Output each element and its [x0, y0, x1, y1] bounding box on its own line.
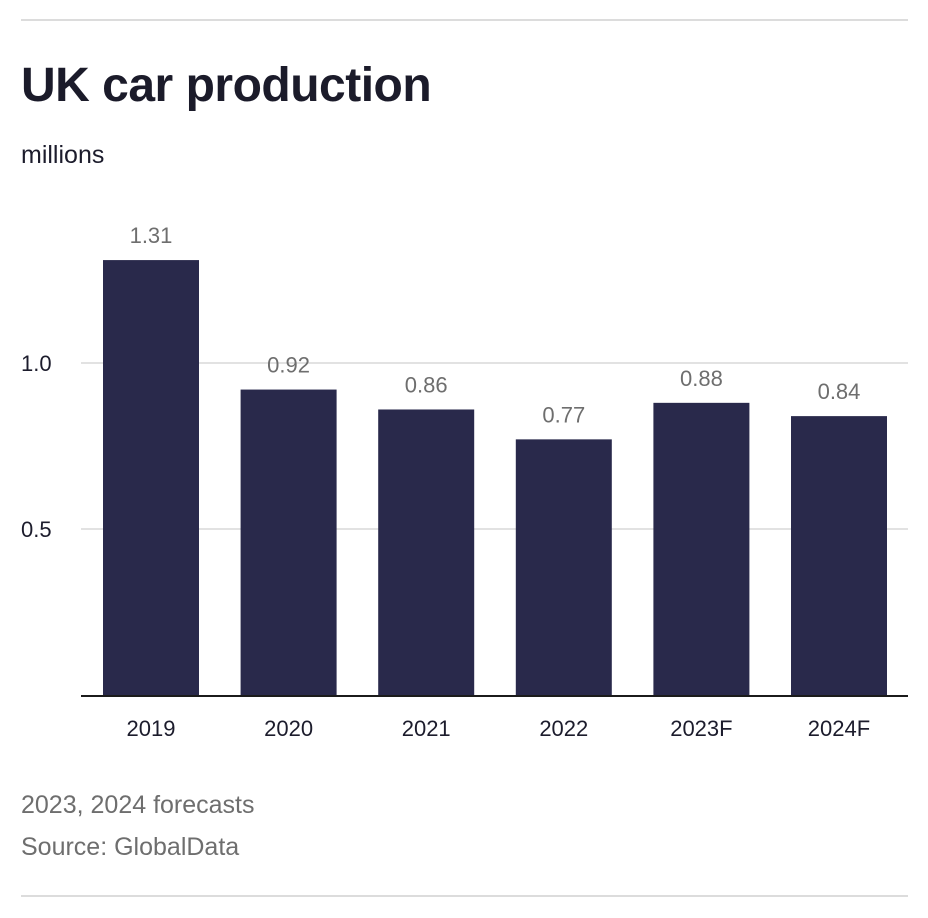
bottom-divider: [21, 895, 908, 897]
x-tick-label: 2022: [539, 716, 588, 741]
bar-2022: [515, 439, 612, 695]
gridlines: [81, 362, 908, 530]
source-note: Source: GlobalData: [21, 833, 240, 861]
data-label: 0.84: [818, 379, 861, 404]
x-axis-ticks: 2019 2020 2021 2022 2023F 2024F: [127, 716, 871, 741]
data-label: 0.88: [680, 366, 723, 391]
data-label: 0.86: [405, 372, 448, 397]
bar-2024f: [791, 416, 887, 695]
bar-2023f: [653, 402, 750, 695]
y-axis-ticks: 0.5 1.0: [21, 351, 52, 542]
x-tick-label: 2023F: [670, 716, 732, 741]
y-tick-label: 1.0: [21, 351, 52, 376]
bar-2020: [240, 389, 337, 695]
bar-2021: [378, 409, 475, 695]
x-tick-label: 2019: [127, 716, 176, 741]
data-label: 0.92: [267, 353, 310, 378]
chart-title: UK car production: [21, 59, 432, 112]
top-divider: [21, 19, 908, 21]
bars: [103, 260, 887, 695]
forecast-note: 2023, 2024 forecasts: [21, 791, 255, 819]
x-tick-label: 2021: [402, 716, 451, 741]
x-tick-label: 2024F: [808, 716, 870, 741]
bar-2019: [103, 260, 199, 695]
y-tick-label: 0.5: [21, 517, 52, 542]
data-label: 1.31: [130, 223, 173, 248]
data-label: 0.77: [542, 402, 585, 427]
chart-subtitle: millions: [21, 141, 105, 169]
x-tick-label: 2020: [264, 716, 313, 741]
data-labels: 1.31 0.92 0.86 0.77 0.88 0.84: [130, 223, 861, 427]
